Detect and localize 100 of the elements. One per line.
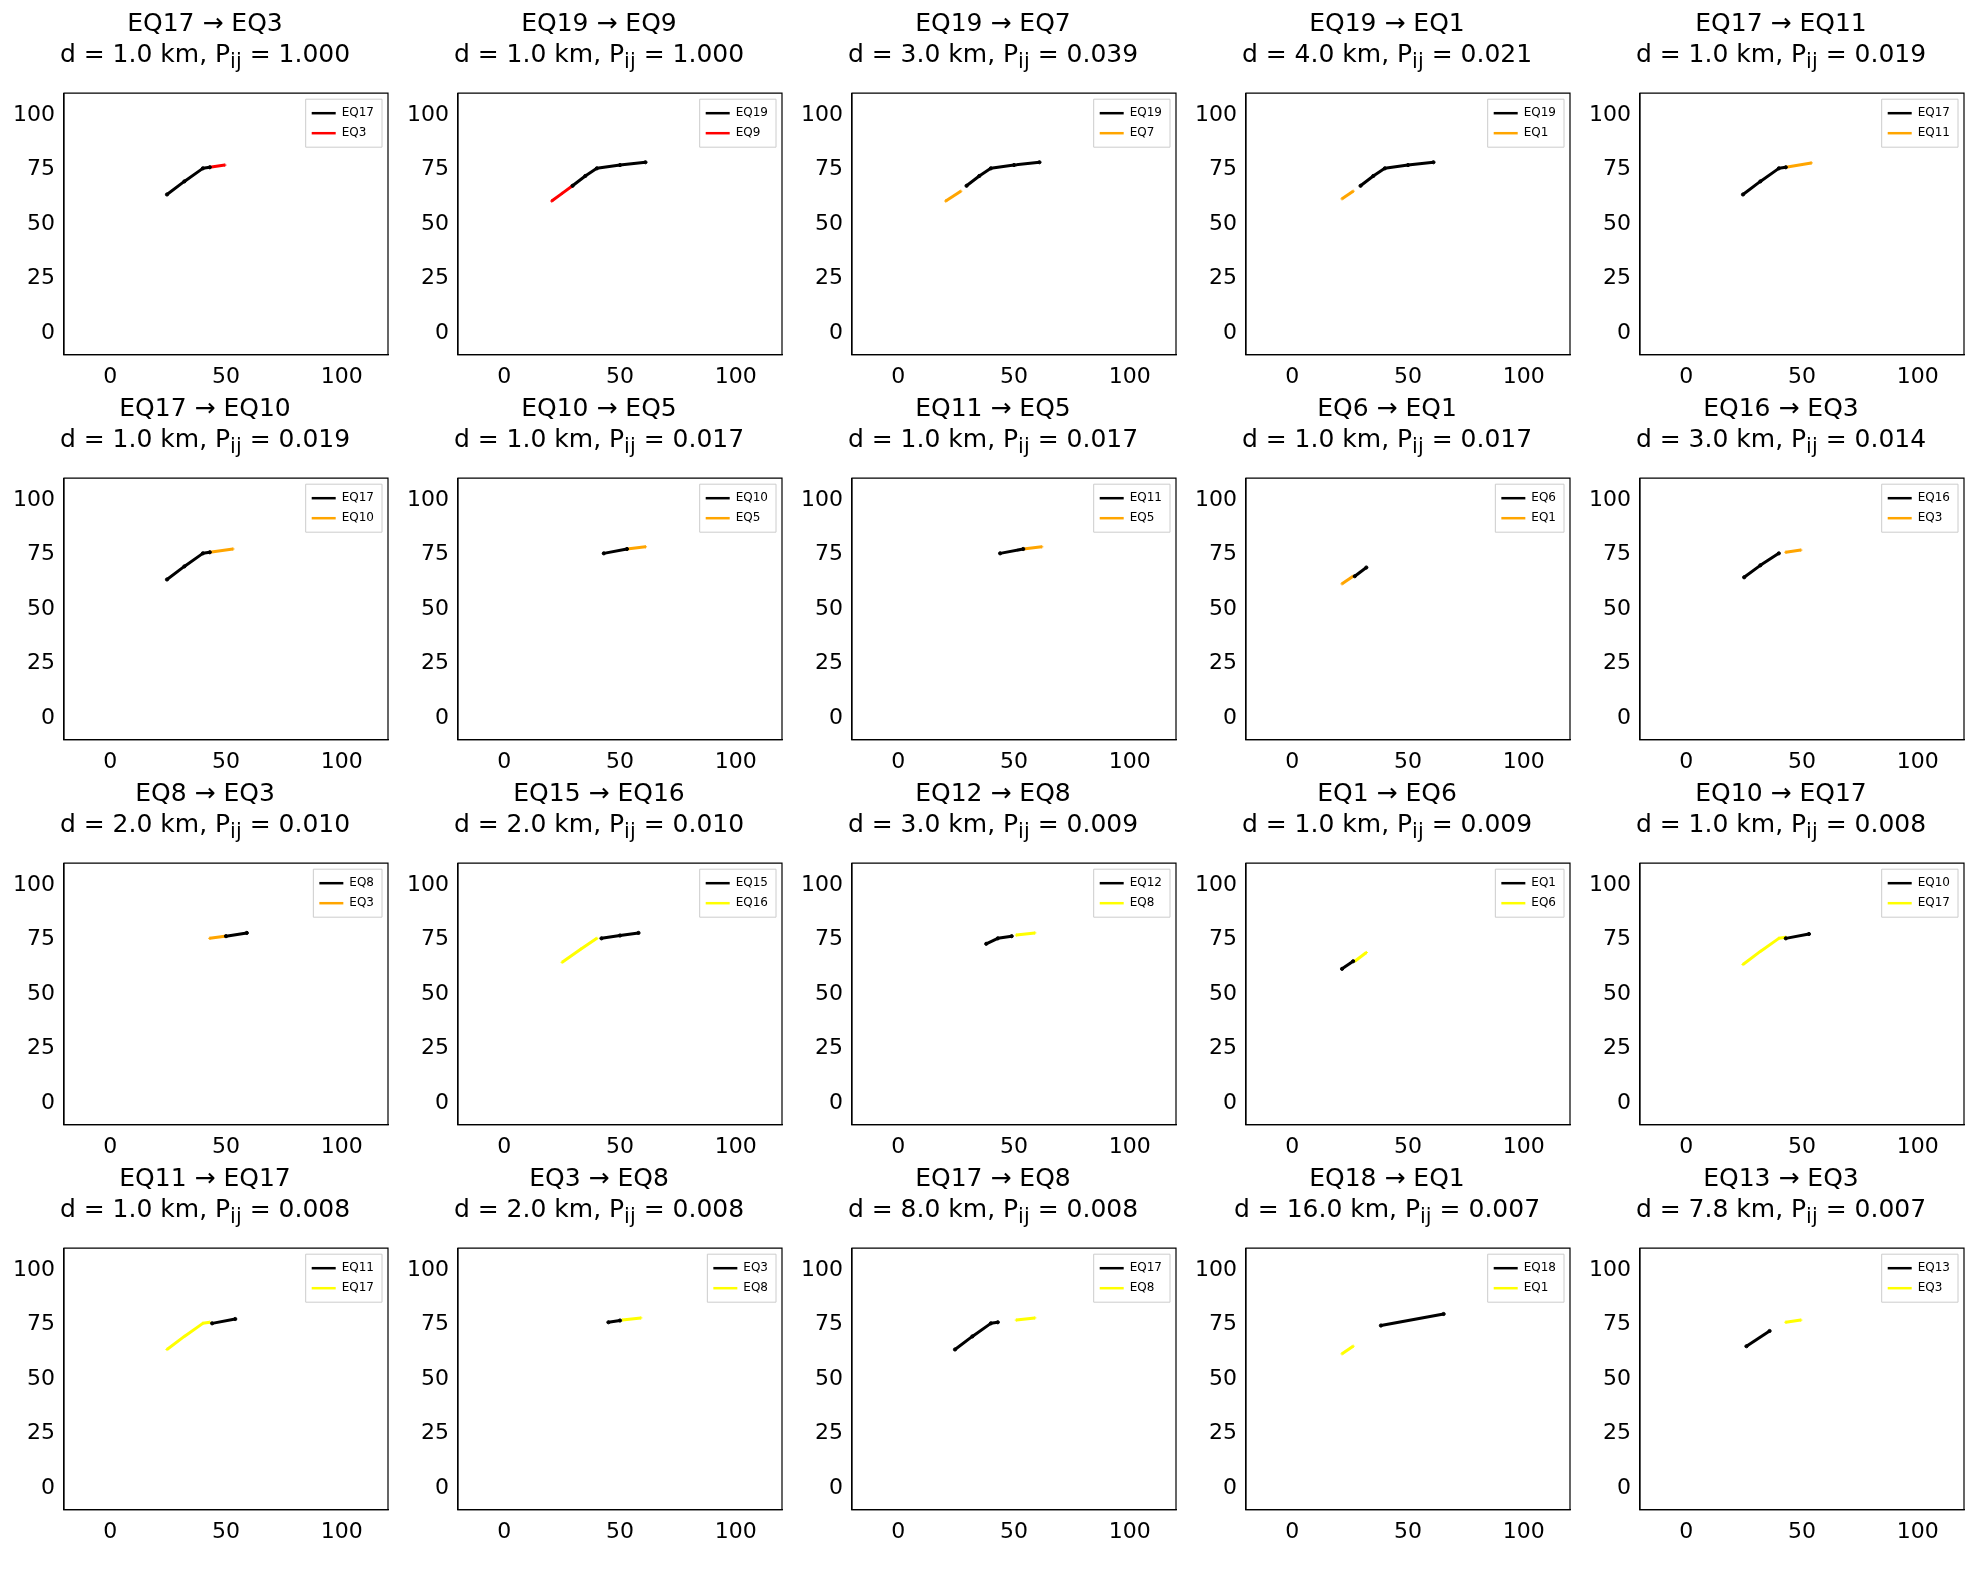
x-tick-label: 100: [320, 1517, 363, 1543]
legend-label: EQ19: [1129, 105, 1162, 120]
y-tick-label: 25: [420, 264, 449, 290]
legend-label: EQ9: [735, 125, 761, 140]
y-tick-label: 0: [828, 1088, 843, 1114]
chart-subtitle: d = 1.0 km, P$_{ij}$ = 0.019: [1635, 38, 1927, 75]
y-tick-label: 50: [1208, 979, 1237, 1005]
x-tick-label: 0: [497, 747, 512, 773]
y-tick-label: 25: [420, 649, 449, 675]
y-tick-label: 0: [434, 703, 449, 729]
chart-subtitle: d = 1.0 km, P$_{ij}$ = 0.017: [453, 423, 745, 460]
x-tick-label: 0: [497, 1517, 512, 1543]
y-tick-label: 25: [814, 649, 843, 675]
x-tick-label: 50: [606, 1132, 634, 1158]
x-tick-label: 50: [1788, 1517, 1816, 1543]
x-tick-label: 100: [714, 1517, 757, 1543]
y-tick-label: 75: [420, 155, 449, 181]
legend-label: EQ17: [1129, 1260, 1162, 1275]
legend-label: EQ8: [1129, 895, 1155, 910]
y-tick-label: 0: [1222, 1088, 1237, 1114]
x-tick-label: 50: [1000, 747, 1028, 773]
chart-subtitle: d = 2.0 km, P$_{ij}$ = 0.010: [453, 808, 745, 845]
y-tick-label: 100: [1588, 100, 1631, 126]
chart-subtitle: d = 1.0 km, P$_{ij}$ = 0.009: [1241, 808, 1533, 845]
x-tick-label: 0: [103, 1517, 118, 1543]
legend-label: EQ8: [743, 1280, 769, 1295]
legend-label: EQ17: [1917, 895, 1950, 910]
x-tick-label: 0: [497, 362, 512, 388]
chart-subtitle: d = 1.0 km, P$_{ij}$ = 0.017: [847, 423, 1139, 460]
chart-title: EQ10 → EQ17: [1695, 778, 1867, 808]
chart-title: EQ17 → EQ11: [1695, 8, 1867, 38]
x-tick-label: 0: [103, 747, 118, 773]
legend-label: EQ7: [1129, 125, 1155, 140]
y-tick-label: 75: [1208, 925, 1237, 951]
y-tick-label: 0: [40, 318, 55, 344]
chart-subtitle: d = 1.0 km, P$_{ij}$ = 0.019: [59, 423, 351, 460]
x-tick-label: 50: [212, 747, 240, 773]
y-tick-label: 50: [420, 209, 449, 235]
chart-title: EQ11 → EQ17: [119, 1163, 291, 1193]
x-tick-label: 0: [1679, 1132, 1694, 1158]
chart-title: EQ13 → EQ3: [1703, 1163, 1859, 1193]
legend-label: EQ3: [1917, 510, 1943, 525]
y-tick-label: 75: [1208, 1310, 1237, 1336]
legend-label: EQ5: [735, 510, 761, 525]
chart-title: EQ16 → EQ3: [1703, 393, 1859, 423]
y-tick-label: 0: [1616, 1473, 1631, 1499]
y-tick-label: 25: [1602, 1034, 1631, 1060]
legend-label: EQ11: [1129, 490, 1162, 505]
x-tick-label: 0: [1679, 362, 1694, 388]
y-tick-label: 100: [12, 100, 55, 126]
chart-subtitle: d = 1.0 km, P$_{ij}$ = 0.008: [59, 1193, 351, 1230]
legend-label: EQ1: [1531, 510, 1557, 525]
legend-label: EQ17: [341, 490, 374, 505]
legend-label: EQ15: [735, 875, 768, 890]
y-tick-label: 100: [1194, 870, 1237, 896]
y-tick-label: 50: [1208, 209, 1237, 235]
x-tick-label: 50: [606, 1517, 634, 1543]
y-tick-label: 50: [1602, 594, 1631, 620]
legend-label: EQ8: [349, 875, 375, 890]
y-tick-label: 50: [1602, 1364, 1631, 1390]
y-tick-label: 100: [1588, 870, 1631, 896]
y-tick-label: 100: [406, 100, 449, 126]
chart-subtitle: d = 8.0 km, P$_{ij}$ = 0.008: [847, 1193, 1139, 1230]
y-tick-label: 100: [12, 870, 55, 896]
x-tick-label: 0: [103, 362, 118, 388]
chart-subtitle: d = 7.8 km, P$_{ij}$ = 0.007: [1635, 1193, 1927, 1230]
chart-subtitle: d = 1.0 km, P$_{ij}$ = 0.008: [1635, 808, 1927, 845]
x-tick-label: 100: [714, 1132, 757, 1158]
y-tick-label: 25: [814, 1034, 843, 1060]
legend-label: EQ16: [1917, 490, 1950, 505]
legend-label: EQ3: [349, 895, 375, 910]
y-tick-label: 75: [814, 1310, 843, 1336]
legend-label: EQ1: [1523, 1280, 1549, 1295]
y-tick-label: 75: [420, 540, 449, 566]
y-tick-label: 75: [420, 925, 449, 951]
legend-label: EQ17: [341, 105, 374, 120]
x-tick-label: 0: [891, 362, 906, 388]
legend-label: EQ1: [1531, 875, 1557, 890]
x-tick-label: 50: [1788, 747, 1816, 773]
legend-label: EQ17: [341, 1280, 374, 1295]
y-tick-label: 50: [814, 209, 843, 235]
y-tick-label: 0: [828, 703, 843, 729]
legend-label: EQ18: [1523, 1260, 1556, 1275]
x-tick-label: 100: [1108, 1132, 1151, 1158]
x-tick-label: 50: [1394, 1517, 1422, 1543]
x-tick-label: 100: [1108, 747, 1151, 773]
y-tick-label: 75: [814, 925, 843, 951]
y-tick-label: 25: [26, 1419, 55, 1445]
y-tick-label: 0: [1222, 318, 1237, 344]
chart-title: EQ8 → EQ3: [135, 778, 275, 808]
x-tick-label: 0: [1285, 1132, 1300, 1158]
chart-title: EQ6 → EQ1: [1317, 393, 1457, 423]
y-tick-label: 100: [800, 485, 843, 511]
x-tick-label: 0: [1679, 747, 1694, 773]
x-tick-label: 0: [497, 1132, 512, 1158]
legend-label: EQ5: [1129, 510, 1155, 525]
x-tick-label: 50: [606, 362, 634, 388]
y-tick-label: 75: [1602, 1310, 1631, 1336]
x-tick-label: 0: [1285, 747, 1300, 773]
legend-label: EQ3: [1917, 1280, 1943, 1295]
